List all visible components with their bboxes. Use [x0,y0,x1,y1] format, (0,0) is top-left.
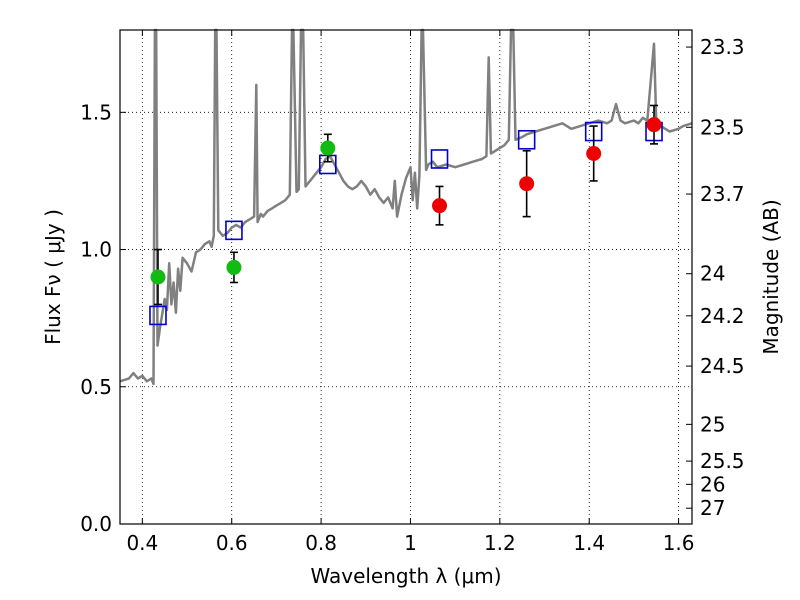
axis-ticks [120,30,692,525]
x-tick-label: 1.6 [663,531,695,555]
x-tick-label: 1 [404,531,417,555]
observed-photometry-series [150,117,662,285]
grid-lines [120,30,692,524]
y-tick-label: 0.5 [80,375,112,399]
x-tick-label: 1.2 [484,531,516,555]
y2-tick-label: 26 [700,472,725,496]
x-tick-label: 0.6 [216,531,248,555]
y-tick-label: 1.5 [80,100,112,124]
y2-tick-label: 24 [700,262,725,286]
y2-tick-label: 23.3 [700,35,745,59]
x-tick-label: 1.4 [573,531,605,555]
y2-tick-label: 23.5 [700,115,745,139]
y2-tick-label: 24.2 [700,304,745,328]
model-square-marker [149,305,167,326]
model-square-marker [517,129,536,150]
y2-axis-label: Magnitude (AB) [759,199,783,354]
y2-tick-label: 25 [700,412,725,436]
y-axis-label: Flux Fν ( μJy ) [41,209,65,345]
red-data-point [646,117,662,133]
spectrum-line [119,28,693,386]
y2-tick-label: 24.5 [700,354,745,378]
y-tick-label: 0.0 [80,512,112,536]
model-square-marker [225,220,243,241]
red-data-point [519,176,535,192]
red-data-point [432,198,448,214]
green-data-point [150,269,166,285]
green-data-point [226,259,242,275]
model-square-marker [430,149,449,169]
x-axis-label: Wavelength λ (μm) [310,564,501,588]
plot-frame [119,29,693,525]
y2-tick-label: 23.7 [700,182,745,206]
x-tick-label: 0.4 [126,531,158,555]
y-tick-label: 1.0 [80,238,112,262]
error-bars [153,104,659,306]
y2-tick-label: 27 [700,496,725,520]
spectrum-series [119,28,693,386]
red-data-point [586,146,602,161]
green-data-point [320,140,336,156]
tick-labels: 0.4 0.6 0.8 1 1.2 1.4 1.6 0.0 0.5 1.0 1.5 23.3 23.5 2… [80,35,744,555]
model-photometry-series [149,121,663,326]
x-tick-label: 0.8 [305,531,337,555]
y2-tick-label: 25.5 [700,449,745,473]
